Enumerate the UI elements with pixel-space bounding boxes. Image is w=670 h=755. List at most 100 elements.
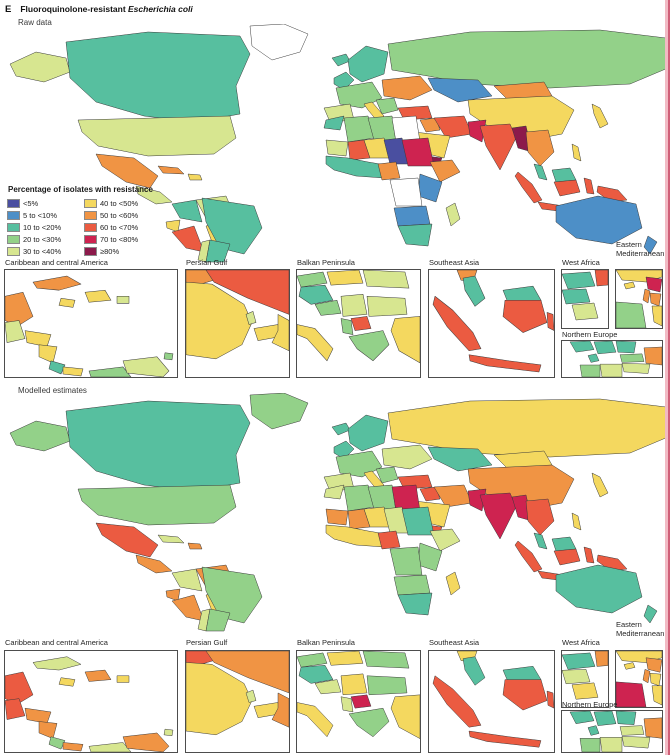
legend-swatch bbox=[84, 222, 97, 232]
region-croatia bbox=[298, 284, 334, 305]
region-puerto_rico bbox=[116, 295, 130, 304]
region-austria bbox=[297, 652, 328, 668]
region-syria bbox=[645, 657, 662, 673]
region-canada bbox=[65, 31, 251, 123]
inset-title-east-med-raw: Eastern Mediterranean bbox=[616, 240, 664, 258]
region-poland bbox=[599, 737, 623, 752]
region-nigeria bbox=[377, 161, 401, 181]
inset-east-med-modelled bbox=[615, 650, 663, 708]
panel-title-prefix: Fluoroquinolone-resistant bbox=[20, 4, 129, 14]
region-argentina bbox=[205, 239, 231, 263]
region-bulgaria bbox=[366, 295, 408, 317]
region-egypt bbox=[616, 301, 647, 328]
region-yucatan bbox=[5, 291, 34, 327]
region-new_zealand bbox=[643, 235, 658, 255]
legend-item: 10 to <20% bbox=[7, 221, 85, 233]
region-saudi bbox=[651, 305, 662, 327]
region-australia bbox=[555, 195, 643, 245]
region-estonia bbox=[619, 725, 645, 736]
region-honduras bbox=[24, 707, 52, 724]
inset-caribbean-modelled bbox=[4, 650, 178, 753]
region-sumatra bbox=[432, 675, 482, 728]
region-turkey bbox=[397, 105, 433, 121]
panel-title-species: Escherichia coli bbox=[128, 4, 193, 14]
region-romania bbox=[362, 651, 410, 669]
region-serbia bbox=[340, 293, 368, 317]
region-germany bbox=[579, 364, 601, 377]
legend-swatch bbox=[7, 247, 20, 257]
region-saudi bbox=[186, 662, 253, 736]
region-guatemala bbox=[5, 698, 26, 720]
region-japan bbox=[591, 472, 609, 498]
inset-seasia-raw bbox=[428, 269, 555, 378]
region-cyprus bbox=[623, 281, 636, 290]
region-iran bbox=[205, 270, 289, 315]
inset-map-seasia-modelled bbox=[432, 651, 554, 748]
region-philippines bbox=[571, 512, 582, 531]
region-qatar bbox=[245, 311, 257, 325]
inset-north-europe-raw bbox=[561, 340, 663, 378]
region-oman bbox=[271, 692, 289, 728]
legend-item: 50 to <60% bbox=[84, 209, 138, 221]
region-central_america bbox=[135, 185, 173, 205]
region-borneo_id bbox=[502, 679, 548, 711]
panel-letter: E bbox=[5, 4, 12, 15]
region-drc bbox=[389, 546, 423, 576]
region-colombia bbox=[88, 366, 132, 377]
inset-map-east-med-raw bbox=[616, 270, 662, 328]
inset-east-med-raw bbox=[615, 269, 663, 329]
inset-title-balkan-raw: Balkan Peninsula bbox=[297, 258, 355, 267]
region-colombia bbox=[88, 742, 132, 752]
region-senegal bbox=[562, 652, 596, 670]
region-colombia bbox=[171, 568, 203, 592]
legend-item: 60 to <70% bbox=[84, 221, 138, 233]
region-east_europe bbox=[381, 444, 433, 470]
region-panama bbox=[62, 366, 84, 377]
region-iraq bbox=[419, 117, 441, 133]
region-drc bbox=[389, 177, 423, 207]
inset-title-north-europe-raw: Northern Europe bbox=[562, 330, 618, 339]
inset-title-east-med-modelled-line2: Mediterranean bbox=[616, 629, 665, 638]
region-greenland bbox=[249, 393, 309, 430]
region-japan bbox=[591, 103, 609, 129]
region-egypt bbox=[391, 115, 421, 143]
region-central_america bbox=[135, 554, 173, 574]
region-angola_zambia bbox=[393, 205, 431, 227]
region-serbia bbox=[340, 673, 368, 696]
region-ethiopia bbox=[429, 159, 461, 183]
region-norway bbox=[569, 711, 595, 724]
region-honduras bbox=[24, 330, 52, 347]
region-panama bbox=[62, 742, 84, 752]
region-mali bbox=[594, 651, 608, 667]
region-sulawesi bbox=[583, 177, 595, 195]
region-jamaica bbox=[58, 677, 76, 687]
region-balkans bbox=[375, 97, 399, 115]
region-nigeria bbox=[377, 530, 401, 550]
legend: Percentage of isolates with resistance <… bbox=[7, 185, 178, 258]
region-madagascar bbox=[445, 571, 461, 596]
inset-map-west-africa-modelled bbox=[562, 651, 608, 700]
region-egypt bbox=[616, 681, 647, 707]
inset-west-africa-modelled bbox=[561, 650, 609, 708]
region-canada bbox=[65, 400, 251, 492]
region-pakistan bbox=[467, 488, 487, 512]
region-trinidad bbox=[163, 352, 174, 361]
region-iraq bbox=[186, 651, 215, 667]
region-cuba bbox=[157, 165, 185, 175]
region-senegal bbox=[562, 271, 596, 290]
region-lebanon bbox=[642, 288, 651, 304]
region-austria bbox=[297, 271, 328, 288]
legend-column-2: 40 to <50% 50 to <60% 60 to <70% 70 to <80%… bbox=[84, 197, 138, 258]
region-malay_peninsula bbox=[533, 532, 548, 550]
region-poland bbox=[599, 363, 623, 377]
region-russia bbox=[387, 398, 669, 458]
region-uk bbox=[333, 71, 355, 91]
legend-swatch bbox=[7, 210, 20, 220]
region-denmark bbox=[587, 353, 600, 363]
inset-title-caribbean-raw: Caribbean and central America bbox=[5, 258, 108, 267]
region-italy bbox=[297, 324, 334, 362]
region-costa_rica bbox=[48, 736, 66, 750]
legend-swatch bbox=[84, 198, 97, 208]
inset-map-west-africa-raw bbox=[562, 270, 608, 321]
inset-north-europe-modelled bbox=[561, 710, 663, 753]
